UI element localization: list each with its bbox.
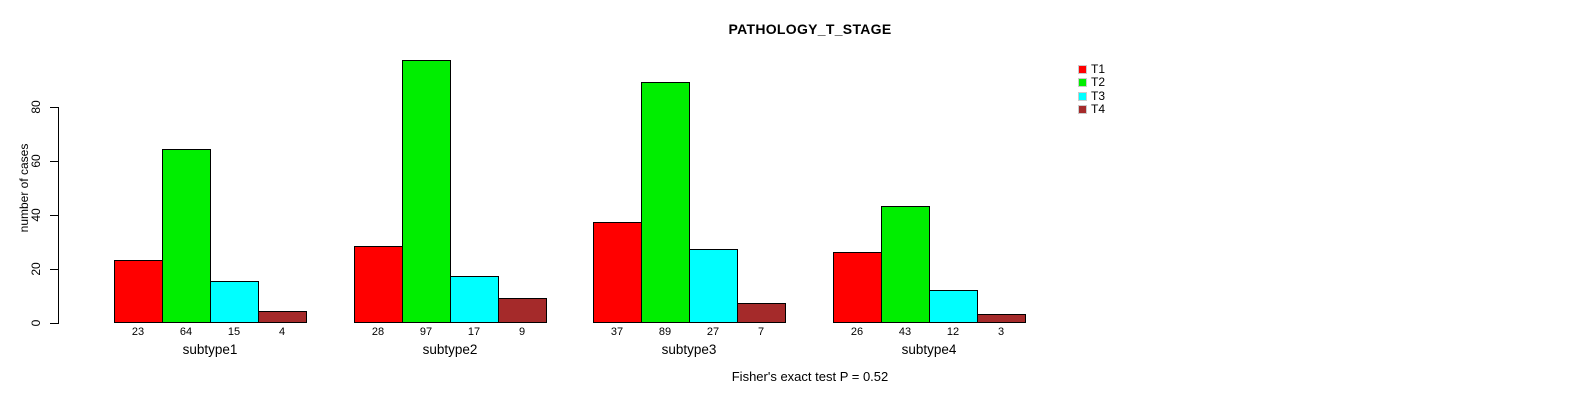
bar-T2-subtype2 <box>402 60 451 323</box>
bar-T4-subtype3 <box>737 303 786 323</box>
bar-T2-subtype4 <box>881 206 930 323</box>
bar-T1-subtype3 <box>593 222 642 323</box>
bar-value-label: 7 <box>757 326 765 338</box>
legend-item-T2: T2 <box>1078 76 1105 89</box>
legend-item-T3: T3 <box>1078 90 1105 103</box>
bar-value-label: 3 <box>997 326 1005 338</box>
y-tick-label: 60 <box>29 154 43 168</box>
bar-value-label: 23 <box>131 326 145 338</box>
bar-T3-subtype4 <box>929 290 978 323</box>
bar-T1-subtype2 <box>354 246 403 323</box>
y-tick-label: 40 <box>29 208 43 222</box>
bar-T4-subtype2 <box>498 298 547 323</box>
bar-T1-subtype1 <box>114 260 163 323</box>
bar-T3-subtype1 <box>210 281 259 323</box>
bar-value-label: 37 <box>610 326 624 338</box>
legend-swatch-T3 <box>1078 92 1087 101</box>
y-axis-tick <box>50 161 58 162</box>
y-axis-line <box>58 107 59 324</box>
y-tick-label: 0 <box>29 319 43 327</box>
y-axis-tick <box>50 107 58 108</box>
x-category-label-subtype3: subtype3 <box>661 342 717 357</box>
legend-label: T2 <box>1091 75 1106 89</box>
x-category-label-subtype1: subtype1 <box>182 342 238 357</box>
legend-label: T3 <box>1091 89 1106 103</box>
legend-label: T4 <box>1091 102 1106 116</box>
bar-value-label: 4 <box>278 326 286 338</box>
bar-value-label: 97 <box>419 326 433 338</box>
chart-title: PATHOLOGY_T_STAGE <box>728 21 892 37</box>
legend-label: T1 <box>1091 62 1106 76</box>
bar-value-label: 27 <box>706 326 720 338</box>
bar-value-label: 9 <box>518 326 526 338</box>
bar-value-label: 89 <box>658 326 672 338</box>
legend-item-T1: T1 <box>1078 63 1105 76</box>
legend-item-T4: T4 <box>1078 103 1105 116</box>
bar-value-label: 64 <box>179 326 193 338</box>
legend-swatch-T4 <box>1078 105 1087 114</box>
bar-T4-subtype1 <box>258 311 307 323</box>
bar-T2-subtype3 <box>641 82 690 323</box>
bar-T1-subtype4 <box>833 252 882 323</box>
x-category-label-subtype2: subtype2 <box>422 342 478 357</box>
legend-swatch-T1 <box>1078 65 1087 74</box>
y-axis-tick <box>50 323 58 324</box>
x-category-label-subtype4: subtype4 <box>901 342 957 357</box>
bar-T3-subtype2 <box>450 276 499 323</box>
legend-swatch-T2 <box>1078 78 1087 87</box>
bar-T3-subtype3 <box>689 249 738 323</box>
fisher-test-annotation: Fisher's exact test P = 0.52 <box>731 369 889 384</box>
bar-value-label: 12 <box>946 326 960 338</box>
bar-value-label: 15 <box>227 326 241 338</box>
bar-T2-subtype1 <box>162 149 211 323</box>
bar-value-label: 17 <box>467 326 481 338</box>
y-axis-tick <box>50 215 58 216</box>
y-tick-label: 20 <box>29 262 43 276</box>
bar-T4-subtype4 <box>977 314 1026 323</box>
y-axis-tick <box>50 269 58 270</box>
y-tick-label: 80 <box>29 100 43 114</box>
bar-value-label: 26 <box>850 326 864 338</box>
bar-value-label: 43 <box>898 326 912 338</box>
bar-value-label: 28 <box>371 326 385 338</box>
